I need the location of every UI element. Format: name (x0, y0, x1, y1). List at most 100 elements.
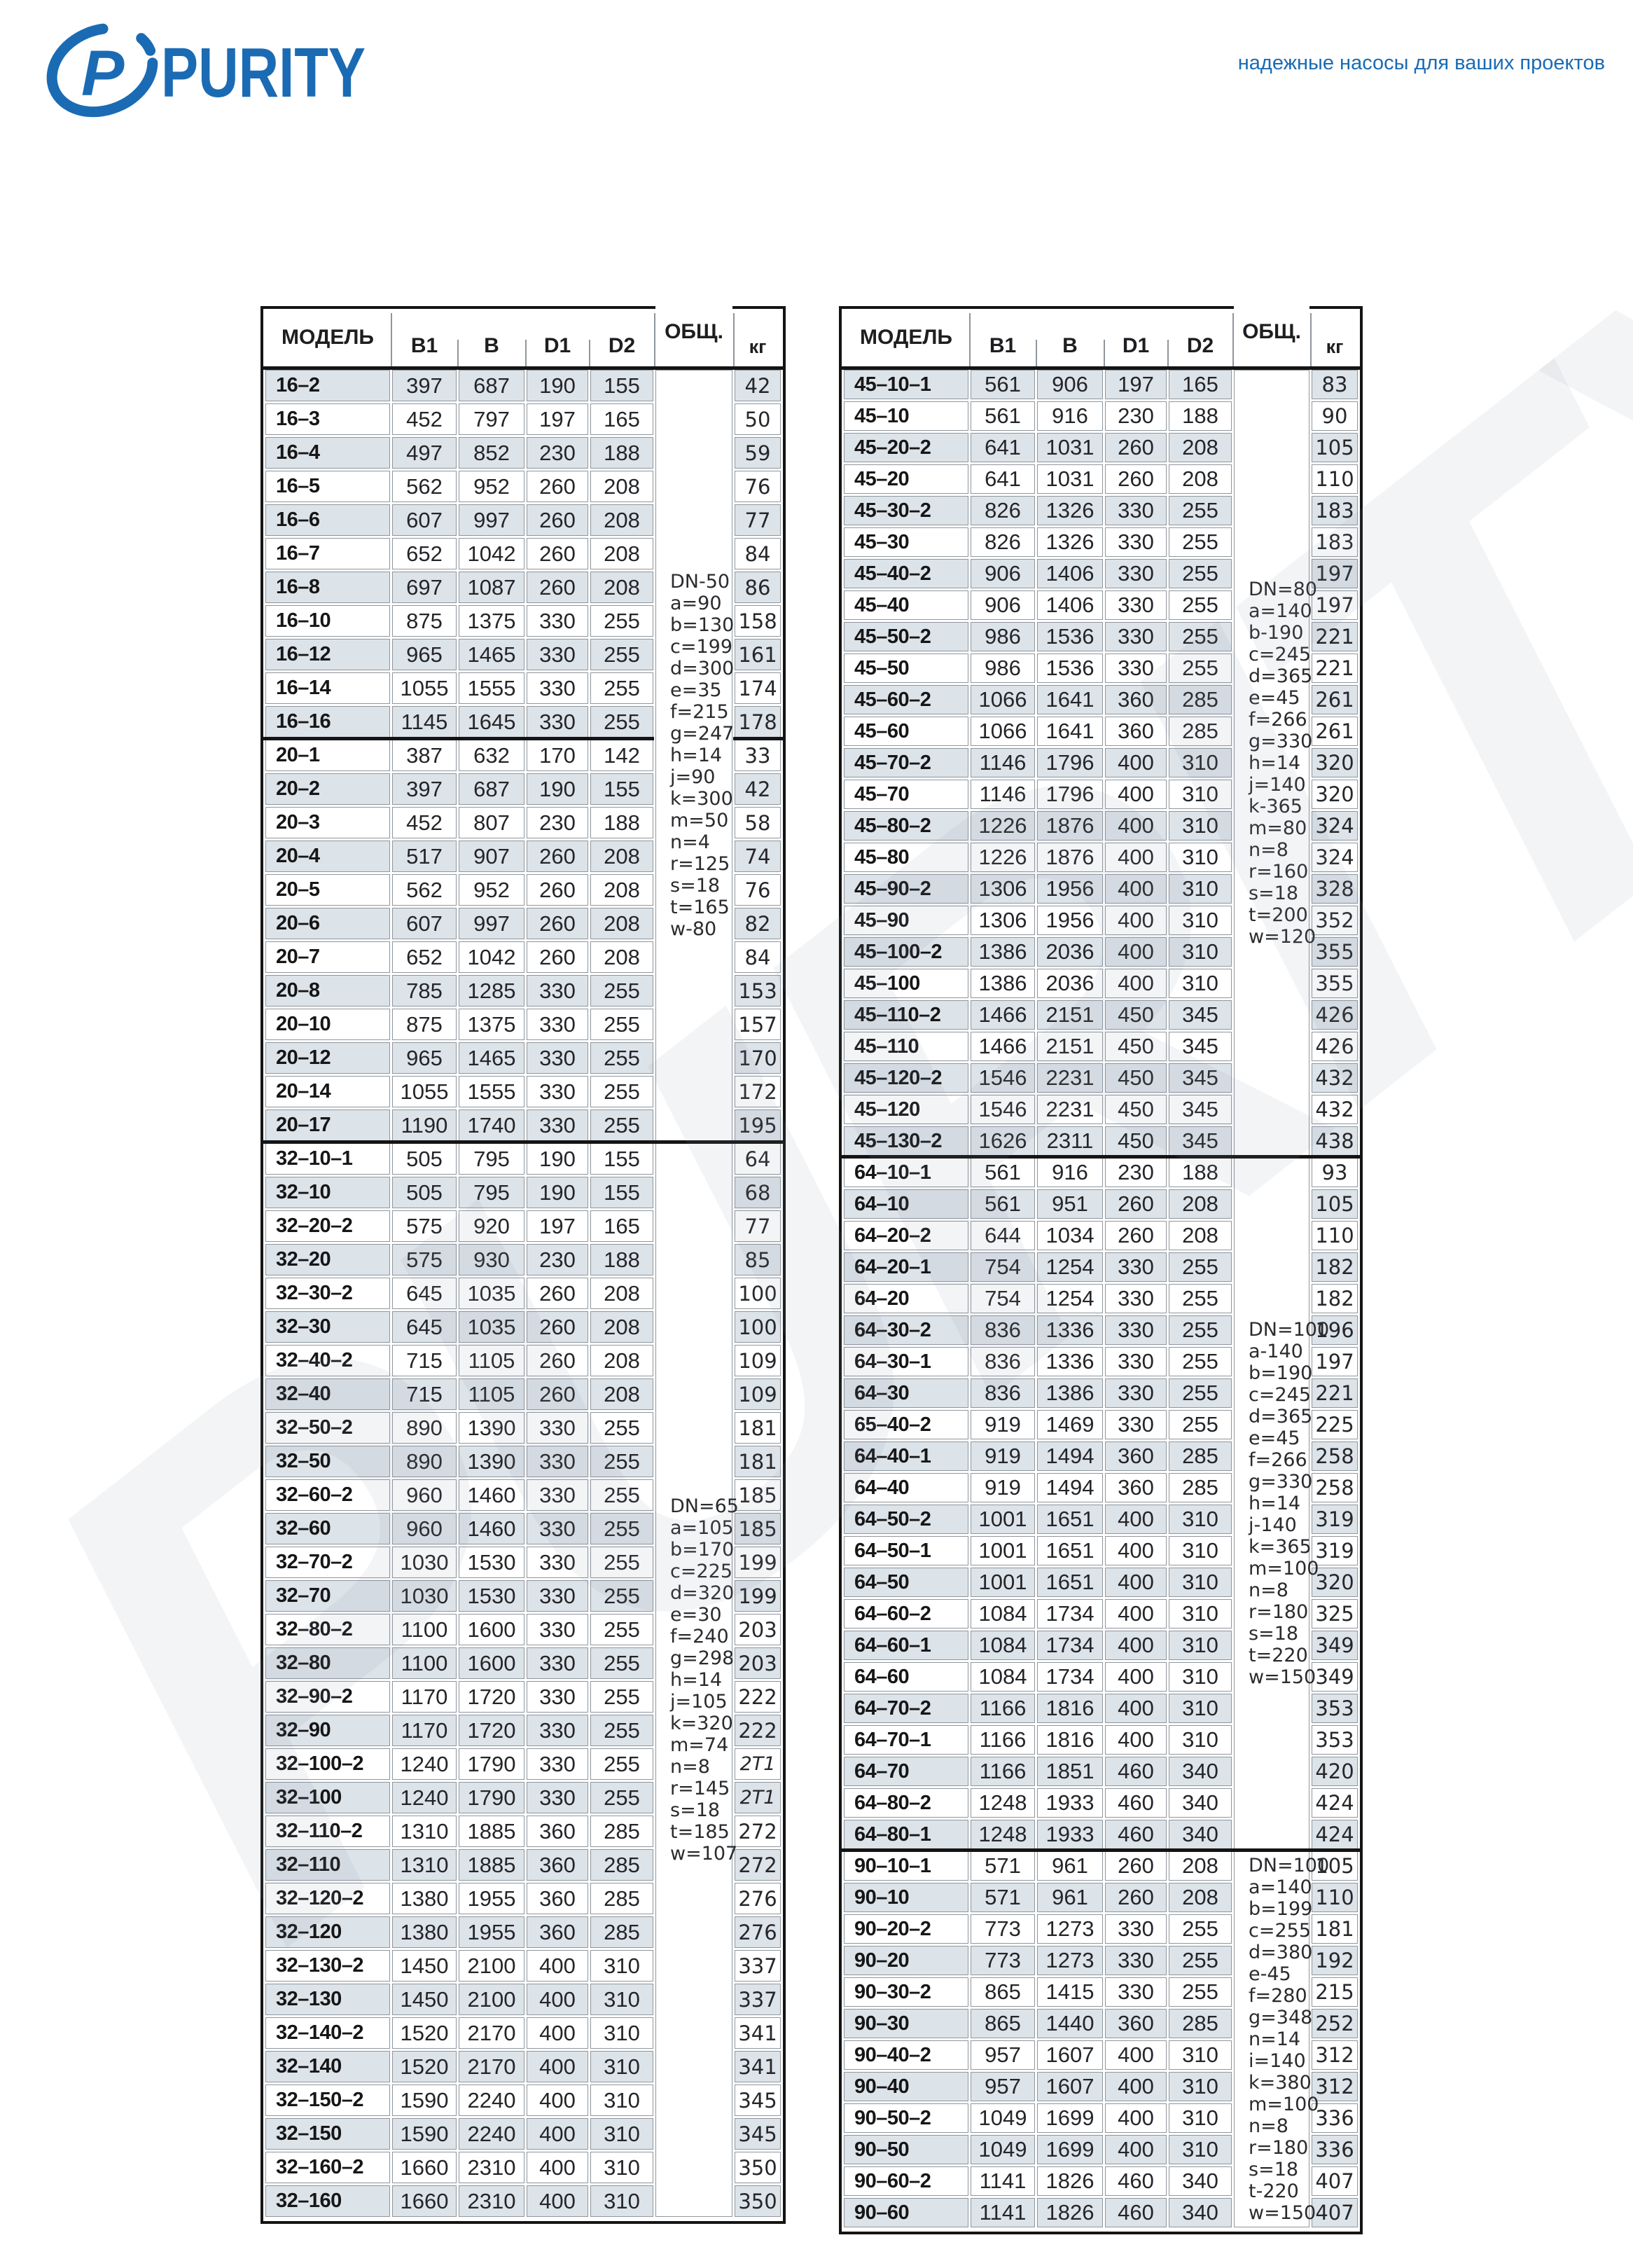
b1-cell: 906 (971, 590, 1035, 620)
model-cell: 90–60 (844, 2198, 968, 2227)
model-cell: 32–90–2 (265, 1681, 390, 1713)
b1-cell: 1055 (392, 1076, 457, 1107)
kg-cell: 76 (735, 874, 781, 906)
b-cell: 1336 (1037, 1315, 1103, 1345)
d1-cell: 197 (1105, 370, 1167, 399)
b1-cell: 1049 (971, 2103, 1035, 2133)
obsh-note-line: h=14 (1249, 752, 1301, 774)
kg-cell: 109 (735, 1345, 781, 1376)
b1-cell: 1084 (971, 1662, 1035, 1692)
model-cell: 16–4 (265, 437, 390, 469)
model-cell: 16–3 (265, 403, 390, 435)
d2-cell: 155 (590, 773, 653, 805)
d1-cell: 260 (1105, 1883, 1167, 1912)
d1-cell: 400 (1105, 811, 1167, 841)
kg-cell: 185 (735, 1479, 781, 1511)
b-cell: 1336 (1037, 1347, 1103, 1376)
kg-cell: 352 (1312, 906, 1358, 935)
d1-cell: 260 (1105, 464, 1167, 494)
obsh-note-line: k=365 (1249, 1536, 1312, 1558)
model-cell: 32–20 (265, 1244, 390, 1275)
obsh-note-line: w=107 (670, 1843, 738, 1865)
model-cell: 32–10–1 (265, 1143, 390, 1175)
d1-cell: 360 (527, 1849, 588, 1881)
kg-cell: 261 (1312, 717, 1358, 746)
kg-cell: 183 (1312, 527, 1358, 557)
kg-cell: 341 (735, 2017, 781, 2049)
b-cell: 1326 (1037, 527, 1103, 557)
kg-cell: 320 (1312, 748, 1358, 777)
d2-cell: 310 (1169, 1631, 1232, 1660)
b-cell: 1440 (1037, 2009, 1103, 2038)
d1-cell: 400 (527, 2017, 588, 2049)
b-cell: 1031 (1037, 433, 1103, 462)
d2-cell: 340 (1169, 1757, 1232, 1786)
model-cell: 45–10–1 (844, 370, 968, 399)
model-cell: 32–50 (265, 1446, 390, 1477)
b-cell: 1651 (1037, 1568, 1103, 1597)
column-header-d2: D2 (590, 309, 653, 366)
model-cell: 32–120 (265, 1916, 390, 1948)
b-cell: 1734 (1037, 1631, 1103, 1660)
spec-table-left: МОДЕЛЬ B1 B D1 D2 ОБЩ. кг 16–2 397 687 190 155 42 16–… (260, 303, 786, 2224)
b1-cell: 645 (392, 1278, 457, 1309)
kg-cell: 105 (1312, 1851, 1358, 1881)
obsh-note-line: d=365 (1249, 1406, 1313, 1427)
model-cell: 64–20 (844, 1284, 968, 1313)
b-cell: 916 (1037, 401, 1103, 431)
obsh-note-line: c=255 (1249, 1920, 1312, 1942)
d2-cell: 208 (590, 908, 653, 939)
obsh-note-line: n=14 (1249, 2028, 1301, 2050)
b1-cell: 641 (971, 464, 1035, 494)
d2-cell: 285 (1169, 717, 1232, 746)
b-cell: 916 (1037, 1158, 1103, 1187)
b1-cell: 965 (392, 639, 457, 670)
obsh-note: DN=65 a=105 b=170 c=225 d=320 e=30 f=240 g=298 h… (655, 1143, 739, 2217)
kg-cell: 349 (1312, 1662, 1358, 1692)
b1-cell: 875 (392, 1009, 457, 1040)
b-cell: 1415 (1037, 1977, 1103, 2007)
brand-tagline: надежные насосы для ваших проектов (1237, 52, 1605, 74)
b1-cell: 1030 (392, 1547, 457, 1578)
model-cell: 45–110–2 (844, 1000, 968, 1030)
kg-cell: 33 (735, 740, 781, 771)
d2-cell: 310 (590, 2118, 653, 2150)
obsh-note-line: m=74 (670, 1734, 729, 1756)
d2-cell: 310 (590, 2017, 653, 2049)
b-cell: 795 (459, 1177, 524, 1208)
d2-cell: 310 (1169, 969, 1232, 998)
b-cell: 2100 (459, 1984, 524, 2015)
d2-cell: 345 (1169, 1126, 1232, 1156)
d2-cell: 208 (590, 1378, 653, 1410)
b1-cell: 607 (392, 908, 457, 939)
logo-wordmark: PURITY (161, 34, 366, 112)
model-cell: 64–70–1 (844, 1725, 968, 1755)
obsh-note-line: a=140 (1249, 1876, 1312, 1898)
obsh-note-line: c=225 (670, 1561, 733, 1582)
model-cell: 64–30–2 (844, 1315, 968, 1345)
d2-cell: 310 (1169, 1568, 1232, 1597)
b1-cell: 561 (971, 370, 1035, 399)
kg-cell: 178 (735, 706, 781, 738)
kg-cell: 320 (1312, 780, 1358, 809)
model-cell: 20–7 (265, 941, 390, 973)
kg-cell: 353 (1312, 1694, 1358, 1723)
d2-cell: 310 (1169, 1725, 1232, 1755)
kg-cell: 64 (735, 1143, 781, 1175)
d1-cell: 450 (1105, 1063, 1167, 1093)
model-cell: 32–50–2 (265, 1412, 390, 1444)
d2-cell: 255 (590, 1042, 653, 1074)
d2-cell: 255 (1169, 1977, 1232, 2007)
b1-cell: 1170 (392, 1715, 457, 1746)
d2-cell: 255 (1169, 496, 1232, 525)
d2-cell: 165 (590, 1210, 653, 1242)
d1-cell: 330 (1105, 654, 1167, 683)
model-cell: 64–30–1 (844, 1347, 968, 1376)
b-cell: 1851 (1037, 1757, 1103, 1786)
model-cell: 45–20 (844, 464, 968, 494)
b1-cell: 960 (392, 1513, 457, 1544)
model-cell: 16–10 (265, 605, 390, 637)
model-cell: 45–100 (844, 969, 968, 998)
b-cell: 2311 (1037, 1126, 1103, 1156)
kg-cell: 424 (1312, 1788, 1358, 1818)
